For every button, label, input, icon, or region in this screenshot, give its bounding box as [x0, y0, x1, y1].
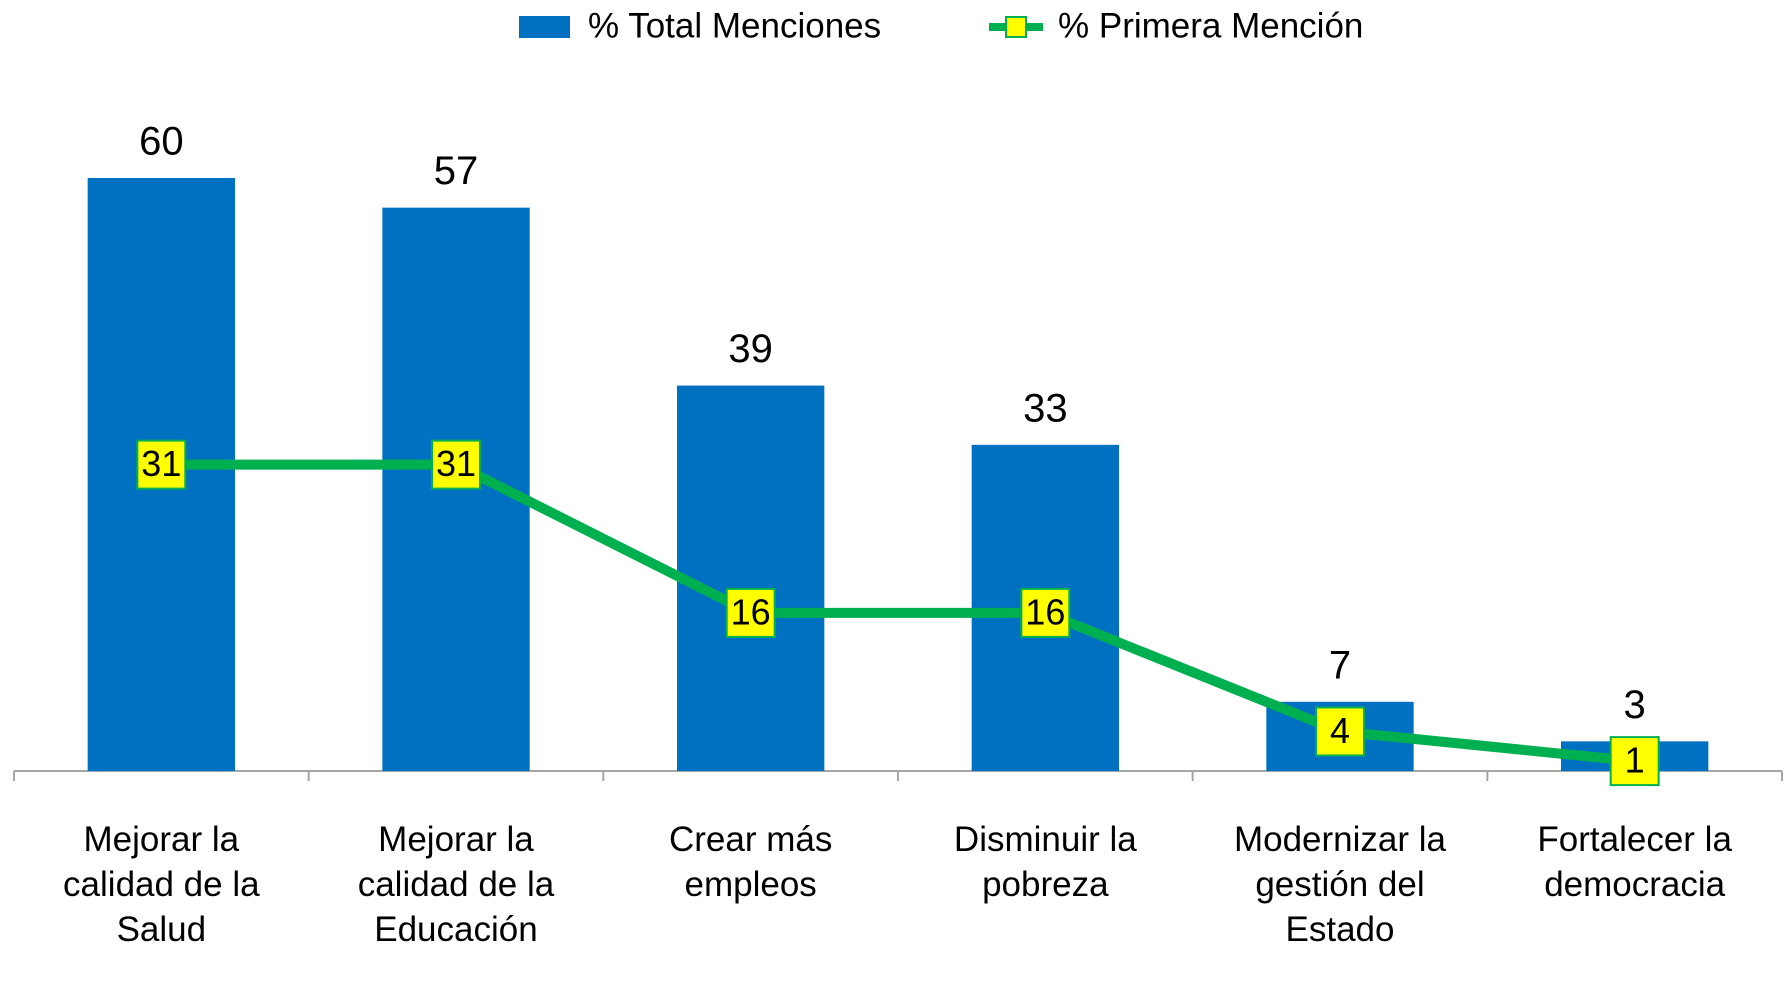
- x-tick-label: Crear más empleos: [668, 820, 833, 904]
- line-marker: [725, 587, 776, 638]
- line-value-label: 31: [436, 443, 476, 484]
- line-marker: [431, 439, 481, 490]
- bar-value-label: 3: [1624, 683, 1646, 727]
- line-value-label: 16: [731, 591, 771, 632]
- legend-swatch: [519, 16, 570, 38]
- line-value-label: 16: [1025, 591, 1065, 632]
- line-value-label: 31: [141, 443, 181, 484]
- legend-label: % Primera Mención: [1058, 6, 1363, 45]
- bar-value-label: 60: [139, 120, 184, 164]
- line-value-label: 4: [1330, 710, 1350, 751]
- bar-value-label: 7: [1329, 643, 1351, 687]
- bar: [677, 385, 825, 771]
- legend-label: % Total Menciones: [588, 6, 881, 45]
- x-tick-label: Mejorar la calidad de la Salud: [63, 820, 260, 949]
- line-value-label: 1: [1625, 740, 1645, 781]
- line-marker: [1315, 706, 1365, 757]
- x-tick-label: Fortalecer la democracia: [1537, 820, 1732, 904]
- legend-marker: [1005, 16, 1027, 38]
- bar-value-label: 57: [434, 149, 479, 193]
- line: [161, 459, 1636, 767]
- line-marker: [1020, 587, 1071, 638]
- line-marker: [136, 439, 187, 490]
- line-marker: [1609, 736, 1660, 787]
- x-tick-label: Disminuir la pobreza: [953, 820, 1137, 904]
- x-tick-label: Mejorar la calidad de la Educación: [357, 820, 555, 949]
- bar-value-label: 39: [728, 327, 773, 371]
- bar-value-label: 33: [1023, 386, 1068, 430]
- x-tick-label: Modernizar la gestión del Estado: [1233, 820, 1446, 949]
